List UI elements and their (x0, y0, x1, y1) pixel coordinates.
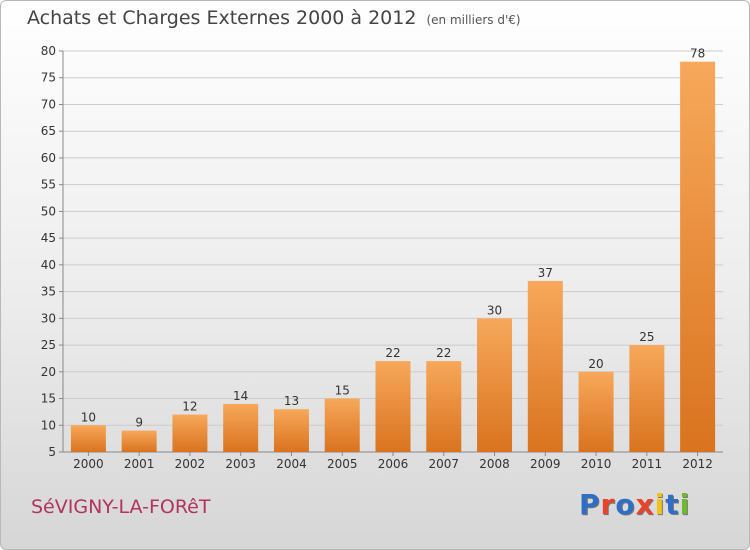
x-tick-label: 2009 (530, 457, 561, 471)
chart-title: Achats et Charges Externes 2000 à 2012 (e… (27, 7, 521, 29)
value-labels: 10 9 12 14 13 15 22 22 30 37 20 25 78 (81, 47, 706, 430)
logo-letter: i (679, 488, 691, 521)
bar (121, 430, 157, 452)
y-tick-label: 60 (41, 151, 56, 165)
x-tick-label: 2008 (479, 457, 510, 471)
y-tick-label: 55 (41, 178, 56, 192)
bar (375, 361, 411, 452)
value-label: 78 (690, 47, 705, 61)
x-tick-label: 2006 (378, 457, 409, 471)
logo-letter: P (579, 488, 601, 521)
bar (273, 409, 309, 452)
value-label: 15 (335, 384, 350, 398)
value-label: 13 (284, 394, 299, 408)
x-tick-label: 2000 (73, 457, 104, 471)
value-label: 37 (538, 266, 553, 280)
y-tick-label: 20 (41, 365, 56, 379)
bar (172, 414, 208, 452)
bar (680, 61, 716, 453)
x-tick-label: 2001 (124, 457, 155, 471)
y-tick-label: 65 (41, 124, 56, 138)
y-tick-label: 35 (41, 285, 56, 299)
value-label: 14 (233, 389, 248, 403)
bar (324, 398, 360, 452)
y-tick-label: 45 (41, 231, 56, 245)
value-label: 22 (385, 346, 400, 360)
x-tick-label: 2004 (276, 457, 307, 471)
logo-letter: i (654, 488, 666, 521)
bar (223, 403, 259, 452)
x-tick-label: 2003 (225, 457, 256, 471)
y-tick-label: 25 (41, 338, 56, 352)
value-label: 25 (639, 330, 654, 344)
value-label: 22 (436, 346, 451, 360)
x-tick-label: 2007 (428, 457, 459, 471)
bar (578, 371, 614, 452)
chart-title-text: Achats et Charges Externes 2000 à 2012 (27, 7, 417, 29)
bar (426, 361, 462, 452)
x-tick-label: 2002 (175, 457, 206, 471)
value-label: 9 (135, 416, 143, 430)
y-tick-label: 10 (41, 418, 56, 432)
bar (477, 318, 513, 452)
commune-name: SéVIGNY-LA-FORêT (31, 496, 211, 518)
axes: 5 10 15 20 25 30 35 40 45 50 55 60 65 70 75 80 2000 2001 2… (41, 44, 723, 471)
y-tick-label: 70 (41, 97, 56, 111)
bar (70, 425, 106, 452)
logo-letter: o (615, 488, 636, 521)
y-tick-label: 40 (41, 258, 56, 272)
proxiti-logo: Proxiti (579, 488, 690, 521)
value-label: 30 (487, 303, 502, 317)
value-label: 12 (182, 400, 197, 414)
y-tick-label: 75 (41, 71, 56, 85)
x-tick-label: 2012 (682, 457, 713, 471)
value-label: 10 (81, 410, 96, 424)
logo-letter: x (635, 488, 655, 521)
y-tick-label: 50 (41, 204, 56, 218)
bar (527, 280, 563, 452)
bar (629, 345, 665, 452)
y-tick-label: 15 (41, 392, 56, 406)
x-tick-label: 2010 (581, 457, 612, 471)
value-label: 20 (588, 357, 603, 371)
bars (70, 61, 716, 453)
y-tick-label: 5 (48, 445, 56, 459)
logo-letter: r (600, 488, 616, 521)
x-tick-label: 2005 (327, 457, 358, 471)
y-tick-label: 80 (41, 44, 56, 58)
y-tick-label: 30 (41, 311, 56, 325)
chart-unit: (en milliers d'€) (426, 13, 521, 27)
x-tick-label: 2011 (632, 457, 663, 471)
logo-letter: t (665, 488, 680, 521)
